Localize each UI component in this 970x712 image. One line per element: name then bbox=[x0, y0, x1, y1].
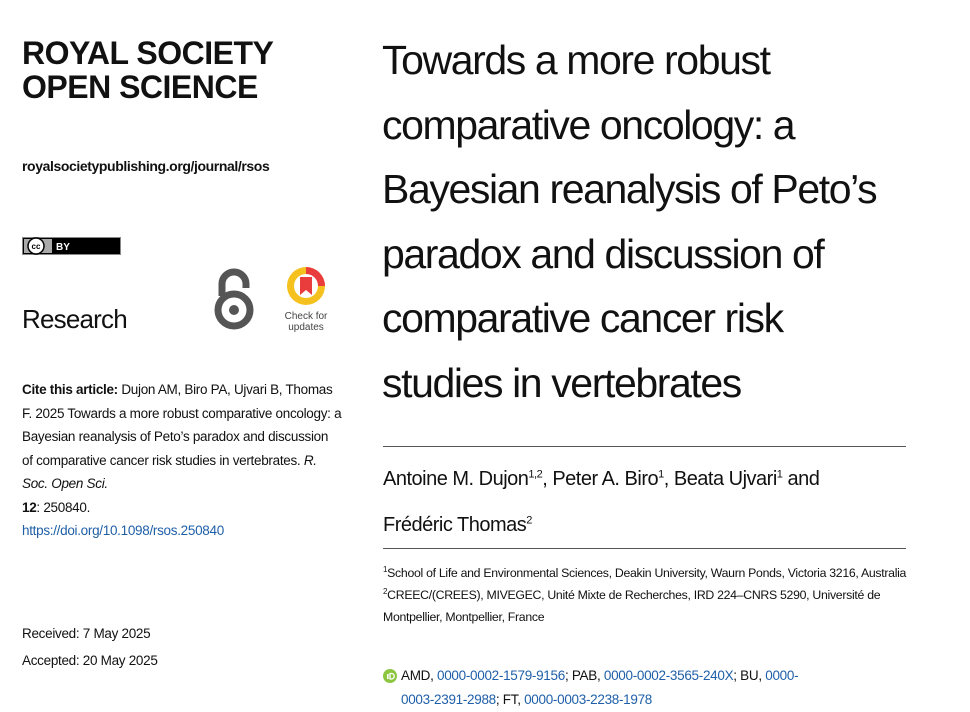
orcid-icon bbox=[383, 669, 397, 683]
dates: Received: 7 May 2025 Accepted: 20 May 202… bbox=[22, 620, 158, 674]
title-line: Towards a more robust bbox=[382, 37, 771, 83]
cite-label: Cite this article: bbox=[22, 382, 118, 397]
author-affil: 1 bbox=[658, 468, 664, 481]
authors: Antoine M. Dujon1,2, Peter A. Biro1, Bea… bbox=[383, 456, 883, 548]
section-label: Research bbox=[22, 304, 128, 334]
accepted: Accepted: 20 May 2025 bbox=[22, 653, 158, 668]
author: Antoine M. Dujon bbox=[383, 468, 529, 490]
cc-text: cc bbox=[32, 242, 41, 251]
affil-num: 2 bbox=[383, 586, 388, 596]
cite-journal: R. Soc. Open Sci. bbox=[22, 452, 317, 492]
check-updates-icon[interactable]: Check for updates bbox=[275, 263, 337, 335]
orcid-initials: AMD, bbox=[401, 668, 438, 683]
orcid-link[interactable]: 0000-0003-2391-2988 bbox=[401, 668, 799, 707]
affil-text: CREEC/(CREES), MIVEGEC, Unité Mixte de R… bbox=[383, 588, 881, 624]
check-text: Check for bbox=[285, 311, 328, 322]
check-text: updates bbox=[288, 322, 324, 333]
citation: Cite this article: Dujon AM, Biro PA, Uj… bbox=[22, 378, 342, 543]
affiliations: 1School of Life and Environmental Scienc… bbox=[383, 562, 908, 628]
affil-text: School of Life and Environmental Science… bbox=[387, 566, 907, 580]
journal-line: OPEN SCIENCE bbox=[22, 69, 258, 105]
journal-name: ROYAL SOCIETY OPEN SCIENCE bbox=[22, 35, 274, 105]
open-access-icon bbox=[214, 268, 254, 330]
title-line: comparative oncology: a bbox=[382, 101, 796, 148]
cite-text: Dujon AM, Biro PA, Ujvari B, Thomas F. 2… bbox=[22, 382, 342, 468]
title-line: studies in vertebrates bbox=[382, 359, 742, 406]
title-line: paradox and discussion of bbox=[382, 230, 825, 277]
orcid-link[interactable]: 0000-0002-1579-9156 bbox=[437, 668, 565, 683]
author: and Frédéric Thomas bbox=[383, 468, 820, 536]
affiliation: 2CREEC/(CREES), MIVEGEC, Unité Mixte de … bbox=[383, 584, 908, 628]
author-affil: 1,2 bbox=[528, 468, 543, 481]
journal-line: ROYAL SOCIETY bbox=[22, 35, 274, 71]
orcid-initials: ; PAB, bbox=[564, 668, 604, 683]
author-affil: 2 bbox=[526, 514, 532, 527]
orcid-initials: ; BU, bbox=[733, 668, 766, 683]
by-text: BY bbox=[56, 242, 70, 253]
affil-num: 1 bbox=[383, 564, 388, 574]
cite-article: : 250840. bbox=[36, 499, 91, 515]
orcid: AMD, 0000-0002-1579-9156; PAB, 0000-0002… bbox=[383, 664, 803, 712]
doi-link[interactable]: https://doi.org/10.1098/rsos.250840 bbox=[22, 523, 224, 538]
author-affil: 1 bbox=[776, 468, 783, 481]
cite-volume: 12 bbox=[22, 499, 37, 515]
rule bbox=[383, 548, 906, 549]
author: , Peter A. Biro bbox=[542, 468, 659, 490]
affiliation: 1School of Life and Environmental Scienc… bbox=[383, 562, 908, 584]
rule bbox=[383, 446, 906, 447]
journal-url[interactable]: royalsocietypublishing.org/journal/rsos bbox=[22, 158, 270, 174]
title-line: Bayesian reanalysis of Peto’s bbox=[382, 166, 878, 212]
orcid-link[interactable]: 0000-0003-2238-1978 bbox=[524, 692, 653, 707]
author: , Beata Ujvari bbox=[663, 468, 778, 490]
received: Received: 7 May 2025 bbox=[22, 626, 151, 641]
orcid-link[interactable]: 0000-0002-3565-240X bbox=[603, 668, 734, 683]
cc-badge: cc BY bbox=[22, 237, 121, 255]
title-line: comparative cancer risk bbox=[382, 295, 784, 341]
orcid-initials: ; FT, bbox=[495, 692, 525, 707]
title: Towards a more robust comparative oncolog… bbox=[382, 28, 878, 415]
